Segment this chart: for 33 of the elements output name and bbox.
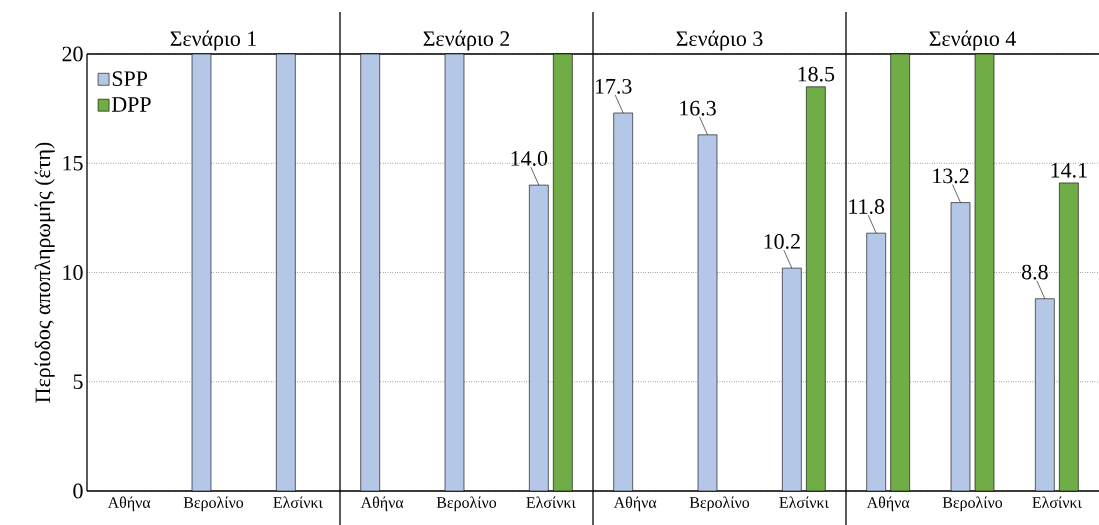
legend-label: DPP [111, 97, 151, 112]
y-tick-label: 20 [62, 46, 83, 62]
x-tick-label: Αθήνα [613, 496, 657, 512]
x-tick-label: Αθήνα [866, 496, 910, 512]
x-tick-label: Αθήνα [107, 496, 151, 512]
x-tick-label: Ελσίνκι [273, 496, 323, 508]
x-tick-label: Βερολίνο [942, 496, 1003, 512]
data-label: 18.5 [798, 66, 835, 82]
data-label: 10.2 [764, 234, 800, 249]
chart-title: Σενάριο 4 [929, 30, 1016, 51]
x-tick-label: Ελσίνκι [526, 496, 576, 508]
data-label: 13.2 [933, 168, 969, 184]
x-tick-label: Βερολίνο [689, 496, 750, 512]
data-label: 17.3 [595, 78, 632, 94]
y-tick-label: 5 [73, 374, 83, 390]
x-tick-label: Βερολίνο [183, 496, 244, 512]
x-tick-label: Ελσίνκι [1032, 496, 1082, 508]
data-label: 16.3 [680, 100, 716, 116]
data-label: 14.0 [511, 151, 548, 166]
data-label: 11.8 [849, 199, 885, 214]
chart-title: Σενάριο 2 [423, 30, 510, 51]
y-tick-label: 10 [63, 265, 83, 280]
y-tick-label: 15 [63, 155, 83, 171]
y-axis-title: Περίοδος αποπληρωμής (έτη) [34, 142, 55, 403]
x-tick-label: Αθήνα [360, 496, 404, 512]
data-label: 8.8 [1021, 264, 1048, 280]
x-tick-label: Βερολίνο [436, 496, 497, 512]
x-tick-label: Ελσίνκι [779, 496, 829, 508]
y-tick-label: 0 [73, 483, 83, 499]
chart-title: Σενάριο 3 [676, 30, 763, 51]
legend-label: SPP [112, 71, 148, 87]
data-label: 14.1 [1051, 162, 1087, 178]
chart-title: Σενάριο 1 [170, 30, 256, 51]
